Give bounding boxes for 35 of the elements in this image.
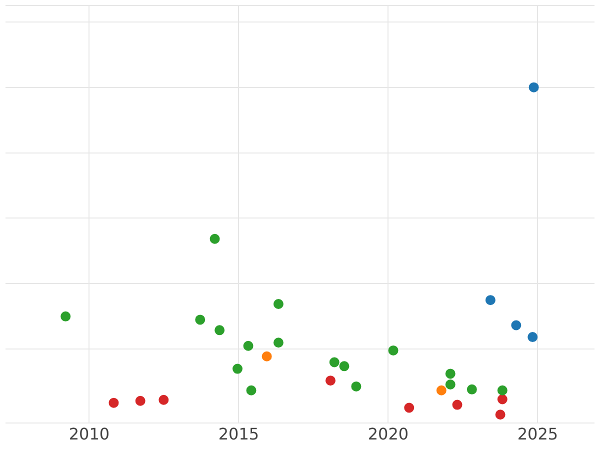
point	[445, 368, 456, 379]
point	[511, 320, 522, 330]
point	[195, 314, 206, 325]
x-tick-label: 2010	[68, 424, 110, 444]
point	[232, 364, 243, 374]
point	[158, 394, 169, 405]
point	[528, 332, 538, 342]
point	[452, 400, 462, 410]
point	[436, 385, 446, 396]
x-tick-label: 2025	[517, 424, 558, 444]
point	[497, 394, 508, 404]
point	[262, 351, 272, 362]
point	[273, 338, 284, 348]
point	[404, 402, 414, 413]
x-tick-label: 2020	[368, 424, 409, 444]
point	[445, 380, 456, 390]
point	[246, 385, 256, 396]
point	[325, 376, 336, 386]
point	[339, 361, 350, 372]
point	[108, 398, 119, 408]
point	[135, 396, 146, 406]
point	[329, 357, 340, 368]
point	[214, 325, 225, 336]
point	[495, 410, 506, 420]
x-tick-label: 2015	[218, 424, 260, 444]
point	[497, 385, 508, 396]
point	[60, 311, 71, 322]
point	[351, 381, 362, 392]
point	[466, 384, 477, 394]
point	[528, 82, 539, 92]
point	[273, 298, 284, 309]
point	[388, 345, 398, 356]
point	[243, 340, 254, 351]
point	[210, 234, 220, 244]
point	[485, 295, 496, 306]
